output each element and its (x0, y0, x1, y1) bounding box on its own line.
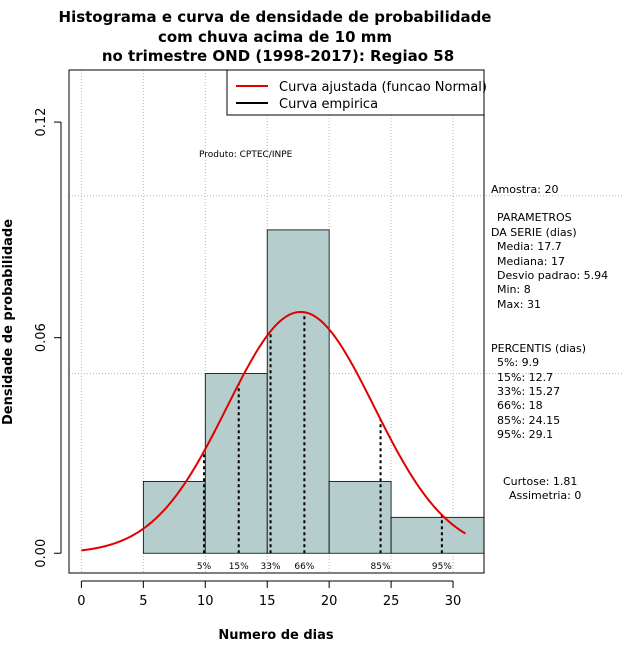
percentile-5: 5%: 9.9 (497, 356, 539, 369)
normal-curve (81, 310, 466, 552)
legend-box (226, 69, 485, 116)
percentile-labels: 5% 15% 33% 66% 85% 95% (197, 562, 452, 572)
histogram-bar (390, 516, 485, 554)
percentile-66: 66%: 18 (497, 399, 543, 412)
params-title: PARAMETROS (497, 211, 572, 224)
params-subtitle: DA SERIE (dias) (491, 226, 577, 239)
chart-title-line-3: no trimestre OND (1998-2017): Regiao 58 (102, 47, 454, 65)
y-tick-label: 0.00 (34, 539, 49, 568)
legend-label-empirical: Curva empirica (279, 97, 378, 112)
x-tick-label: 5 (139, 594, 147, 609)
product-label: Produto: CPTEC/INPE (199, 150, 293, 160)
percentile-label: 95% (432, 562, 452, 572)
x-tick-label: 0 (77, 594, 85, 609)
percentile-label: 15% (229, 562, 249, 572)
y-axis: 0.00 0.06 0.12 (34, 108, 62, 568)
percentile-85: 85%: 24.15 (497, 414, 560, 427)
x-tick-label: 15 (259, 594, 276, 609)
x-tick-label: 10 (197, 594, 214, 609)
kurtosis: Curtose: 1.81 (503, 475, 577, 488)
y-tick-label: 0.06 (34, 323, 49, 352)
param-median: Mediana: 17 (497, 255, 565, 268)
x-tick-label: 20 (321, 594, 338, 609)
param-max: Max: 31 (497, 298, 541, 311)
x-axis-label: Numero de dias (218, 628, 334, 643)
side-panel: Amostra: 20 PARAMETROS DA SERIE (dias) M… (491, 183, 608, 502)
histogram-bar (266, 229, 330, 554)
histogram-bar (142, 480, 206, 554)
percentile-33: 33%: 15.27 (497, 385, 560, 398)
percentile-label: 33% (261, 562, 281, 572)
percentile-lines (203, 312, 443, 554)
param-min: Min: 8 (497, 283, 531, 296)
skewness: Assimetria: 0 (509, 489, 581, 502)
chart-title-line-1: Histograma e curva de densidade de proba… (59, 8, 492, 26)
y-axis-label: Densidade de probabilidade (1, 219, 16, 425)
histogram-bar (204, 373, 268, 554)
chart-title-line-2: com chuva acima de 10 mm (158, 28, 392, 46)
x-axis: 0 5 10 15 20 25 30 (77, 580, 462, 609)
histogram-bar (328, 480, 392, 554)
grid (69, 70, 624, 573)
legend-label-normal: Curva ajustada (funcao Normal) (279, 80, 487, 95)
sample-size: Amostra: 20 (491, 183, 558, 196)
percentile-label: 66% (294, 562, 314, 572)
x-tick-label: 30 (445, 594, 462, 609)
legend: Curva ajustada (funcao Normal) Curva emp… (226, 69, 487, 116)
y-tick-label: 0.12 (34, 108, 49, 137)
percentile-15: 15%: 12.7 (497, 371, 553, 384)
param-sd: Desvio padrao: 5.94 (497, 269, 608, 282)
percentile-label: 85% (371, 562, 391, 572)
histogram-bars (142, 229, 485, 554)
param-mean: Media: 17.7 (497, 240, 562, 253)
percentile-95: 95%: 29.1 (497, 428, 553, 441)
percentile-label: 5% (197, 562, 212, 572)
x-tick-label: 25 (383, 594, 400, 609)
percentiles-title: PERCENTIS (dias) (491, 342, 586, 355)
